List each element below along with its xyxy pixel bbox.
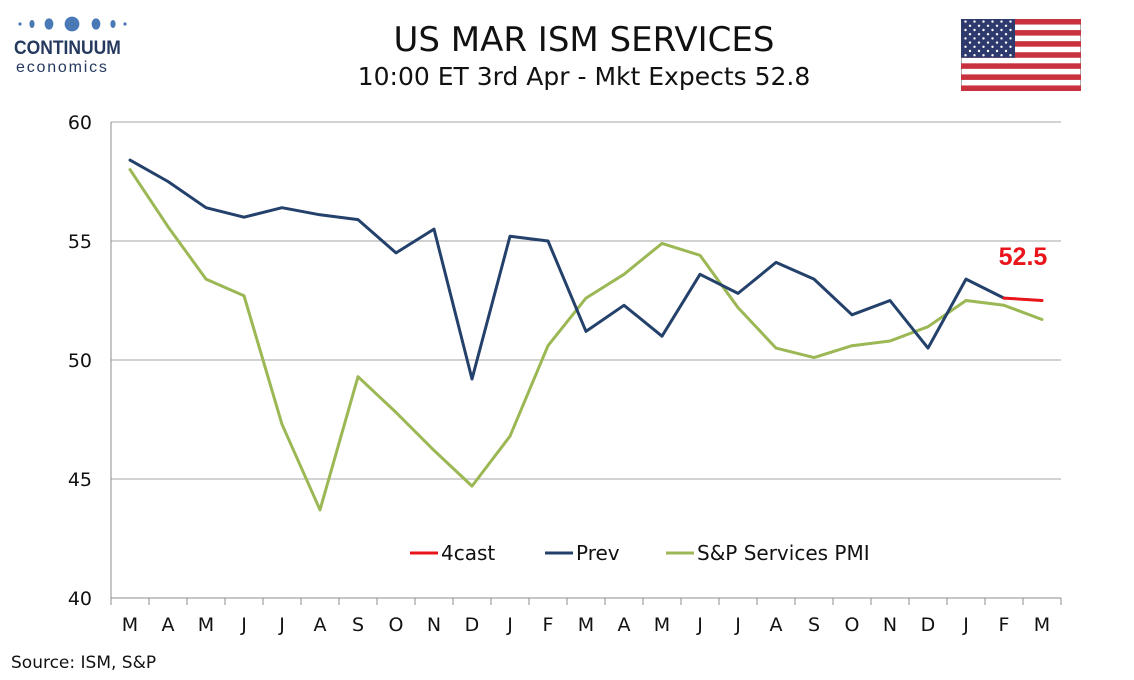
x-tick-label: D [465, 614, 480, 636]
flag-star [982, 28, 985, 32]
x-tick-label: F [999, 614, 1010, 636]
y-tick-label: 45 [68, 469, 92, 491]
flag-star [1009, 45, 1012, 48]
flag-star [1000, 45, 1003, 48]
forecast-value-label: 52.5 [999, 243, 1048, 271]
flag-star [977, 24, 981, 27]
flag-star [995, 41, 999, 44]
flag-star [964, 45, 967, 48]
flag-star [1004, 41, 1008, 44]
continuum-logo: CONTINUUM economics [10, 14, 135, 76]
x-tick-label: A [770, 614, 783, 636]
x-tick-label: M [1034, 614, 1050, 636]
x-tick-label: D [921, 614, 936, 636]
flag-star [964, 54, 967, 57]
x-tick-label: J [962, 614, 969, 636]
x-tick-label: J [696, 614, 703, 636]
flag-star [1004, 24, 1008, 27]
flag-star [968, 24, 972, 27]
x-tick-label: M [198, 614, 214, 636]
flag-star [1009, 37, 1012, 40]
flag-star [995, 33, 999, 36]
flag-star [1000, 37, 1003, 40]
flag-star [973, 54, 976, 57]
x-tick-label: J [240, 614, 247, 636]
us-flag-icon [961, 19, 1081, 91]
x-tick-label: O [389, 614, 404, 636]
flag-star [977, 41, 981, 44]
flag-star [986, 33, 990, 36]
x-tick-label: J [734, 614, 741, 636]
flag-star [964, 20, 967, 23]
y-tick-label: 55 [68, 231, 92, 253]
flag-star [991, 28, 994, 32]
source-note: Source: ISM, S&P [11, 653, 157, 673]
flag-star [973, 37, 976, 40]
flag-star [968, 41, 972, 44]
flag-star [986, 24, 990, 27]
x-tick-label: J [506, 614, 513, 636]
x-tick-label: F [543, 614, 554, 636]
chart-title: US MAR ISM SERVICES [393, 20, 775, 60]
flag-star [1000, 28, 1003, 32]
flag-star [991, 45, 994, 48]
flag-star [973, 28, 976, 32]
x-tick-label: M [654, 614, 670, 636]
series-line-prev [128, 158, 1006, 381]
x-tick-label: A [314, 614, 327, 636]
x-tick-label: N [427, 614, 441, 636]
legend-label: S&P Services PMI [697, 541, 870, 565]
flag-star [991, 54, 994, 57]
flag-star [991, 37, 994, 40]
x-tick-label: M [578, 614, 594, 636]
x-tick-label: A [618, 614, 631, 636]
x-tick-label: N [883, 614, 897, 636]
flag-star [968, 33, 972, 36]
legend-label: Prev [576, 541, 620, 565]
flag-star [1000, 20, 1003, 23]
x-tick-label: S [352, 614, 364, 636]
x-tick-label: A [162, 614, 175, 636]
flag-star [977, 49, 981, 53]
flag-star [982, 20, 985, 23]
legend-label: 4cast [441, 541, 495, 565]
flag-star [973, 45, 976, 48]
flag-star [986, 49, 990, 53]
flag-star [977, 33, 981, 36]
flag-star [982, 54, 985, 57]
flag-star [973, 20, 976, 23]
flag-star [1004, 49, 1008, 53]
chart-subtitle: 10:00 ET 3rd Apr - Mkt Expects 52.8 [357, 62, 811, 91]
flag-star [986, 41, 990, 44]
x-tick-label: S [808, 614, 820, 636]
y-tick-label: 60 [68, 112, 92, 134]
flag-star [982, 45, 985, 48]
flag-star [982, 37, 985, 40]
flag-star [991, 20, 994, 23]
flag-star [995, 49, 999, 53]
flag-star [1000, 54, 1003, 57]
flag-star [995, 24, 999, 27]
logo-subtitle: economics [16, 59, 109, 76]
x-tick-label: M [122, 614, 138, 636]
x-tick-label: O [845, 614, 860, 636]
flag-star [964, 37, 967, 40]
flag-star [1009, 54, 1012, 57]
series-line-4cast [1002, 296, 1044, 302]
logo-name: CONTINUUM [14, 38, 121, 59]
flag-star [1009, 20, 1012, 23]
series-line-s-p-services-pmi [128, 168, 1044, 512]
logo-dots-icon [18, 16, 127, 32]
x-tick-label: J [278, 614, 285, 636]
flag-star [968, 49, 972, 53]
flag-star [1004, 33, 1008, 36]
y-tick-label: 50 [68, 350, 92, 372]
y-tick-label: 40 [68, 588, 92, 610]
flag-star [964, 28, 967, 32]
flag-star [1009, 28, 1012, 32]
